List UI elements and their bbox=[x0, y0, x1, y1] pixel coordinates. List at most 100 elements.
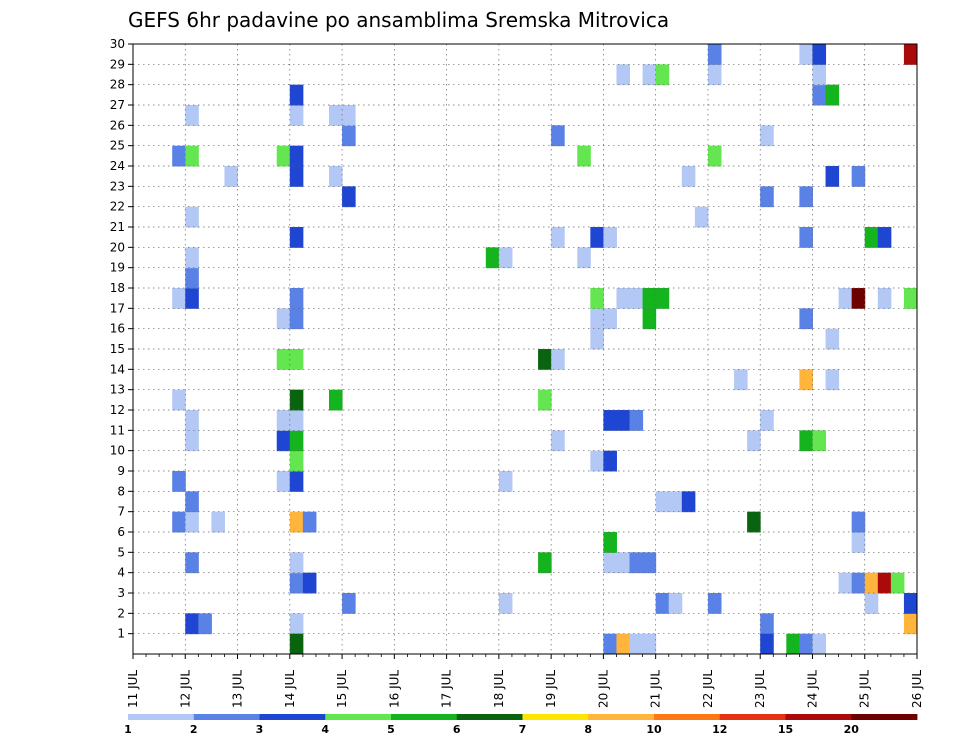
heatmap-cell bbox=[838, 572, 853, 594]
heatmap-cell bbox=[185, 552, 199, 574]
heatmap-cell bbox=[694, 206, 709, 228]
heatmap-cell bbox=[172, 471, 186, 492]
heatmap-cell bbox=[342, 186, 356, 208]
y-tick-label: 27 bbox=[110, 98, 125, 112]
heatmap-cell bbox=[668, 593, 683, 614]
heatmap-cell bbox=[577, 247, 591, 269]
heatmap-cell bbox=[760, 186, 774, 208]
y-tick-label: 11 bbox=[110, 423, 125, 437]
heatmap-cell bbox=[172, 389, 186, 411]
y-tick-label: 10 bbox=[110, 444, 125, 458]
heatmap-cell bbox=[289, 227, 304, 248]
colorbar-swatch bbox=[851, 714, 918, 720]
colorbar-swatch bbox=[588, 714, 655, 720]
colorbar-label: 12 bbox=[712, 723, 727, 736]
colorbar-label: 20 bbox=[844, 723, 860, 736]
colorbar: 1 2 3 4 5 6 7 8 10 12 15 20 bbox=[124, 714, 918, 736]
heatmap-cell bbox=[538, 389, 552, 411]
heatmap-cell bbox=[289, 450, 304, 472]
y-tick-label: 22 bbox=[110, 200, 125, 214]
heatmap-cell bbox=[198, 613, 212, 635]
heatmap-cell bbox=[629, 410, 644, 431]
heatmap-cell bbox=[289, 288, 304, 309]
x-tick-label: 14 JUL bbox=[283, 670, 297, 708]
heatmap-cell bbox=[760, 633, 774, 655]
heatmap-cell bbox=[329, 105, 343, 126]
x-axis: 11 JUL 12 JUL 13 JUL 14 JUL 15 JUL 16 JUL 17 J… bbox=[126, 654, 924, 708]
heatmap-cell bbox=[642, 308, 657, 330]
colorbar-swatch bbox=[193, 714, 260, 720]
x-tick-label: 22 JUL bbox=[701, 670, 715, 708]
heatmap-cell bbox=[603, 532, 617, 553]
y-tick-label: 14 bbox=[110, 362, 125, 376]
heatmap-cell bbox=[877, 572, 892, 594]
heatmap-cell bbox=[851, 288, 866, 309]
heatmap-cell bbox=[289, 552, 304, 574]
heatmap-cell bbox=[302, 572, 317, 594]
heatmap-cell bbox=[629, 288, 644, 309]
heatmap-cell bbox=[812, 430, 827, 452]
colorbar-swatch bbox=[325, 714, 392, 720]
chart-title: GEFS 6hr padavine po ansamblima Sremska … bbox=[128, 8, 669, 32]
colorbar-swatch bbox=[522, 714, 589, 720]
y-tick-label: 17 bbox=[110, 301, 125, 315]
heatmap-cell bbox=[707, 593, 722, 614]
heatmap-cell bbox=[498, 471, 513, 492]
heatmap-cell bbox=[760, 125, 774, 147]
heatmap-cell bbox=[289, 633, 304, 655]
heatmap-cell bbox=[551, 349, 565, 370]
heatmap-cell bbox=[851, 511, 866, 533]
heatmap-cell bbox=[655, 593, 670, 614]
heatmap-cell bbox=[276, 471, 291, 492]
heatmap-cell bbox=[590, 450, 604, 472]
heatmap-cell bbox=[616, 410, 631, 431]
colorbar-label: 6 bbox=[453, 723, 461, 736]
y-tick-label: 23 bbox=[110, 179, 125, 193]
heatmap-cell bbox=[289, 349, 304, 370]
y-tick-label: 3 bbox=[117, 586, 125, 600]
x-tick-label: 17 JUL bbox=[440, 670, 454, 708]
x-tick-label: 11 JUL bbox=[126, 670, 140, 708]
heatmap-cell bbox=[276, 410, 291, 431]
heatmap-cell bbox=[185, 410, 199, 431]
y-tick-label: 24 bbox=[110, 159, 125, 173]
heatmap-cell bbox=[642, 633, 657, 655]
heatmap-cell bbox=[172, 288, 186, 309]
heatmap-cell bbox=[655, 64, 670, 86]
heatmap-cell bbox=[498, 247, 513, 269]
heatmap-cell bbox=[707, 145, 722, 167]
heatmap-cell bbox=[642, 288, 657, 309]
colorbar-swatch bbox=[719, 714, 786, 720]
y-tick-label: 18 bbox=[110, 281, 125, 295]
heatmap-cell bbox=[799, 308, 813, 330]
heatmap-cell bbox=[276, 145, 291, 167]
heatmap-cell bbox=[890, 572, 905, 594]
heatmap-cell bbox=[642, 552, 657, 574]
colorbar-swatch bbox=[654, 714, 721, 720]
heatmap-cell bbox=[276, 349, 291, 370]
heatmap-cell bbox=[289, 613, 304, 635]
y-tick-label: 1 bbox=[117, 627, 125, 641]
heatmap-cell bbox=[329, 166, 343, 187]
y-tick-label: 6 bbox=[117, 525, 125, 539]
heatmap-cell bbox=[211, 511, 225, 533]
heatmap-cell bbox=[616, 288, 631, 309]
x-tick-label: 13 JUL bbox=[231, 670, 245, 708]
y-tick-label: 28 bbox=[110, 78, 125, 92]
heatmap-cell bbox=[577, 145, 591, 167]
heatmap-cell bbox=[838, 288, 853, 309]
heatmap-cell bbox=[747, 511, 761, 533]
heatmap-cell bbox=[276, 430, 291, 452]
heatmap-cell bbox=[903, 593, 918, 614]
heatmap-cell bbox=[851, 166, 866, 187]
heatmap-cell bbox=[760, 410, 774, 431]
heatmap-cell bbox=[289, 430, 304, 452]
colorbar-label: 8 bbox=[584, 723, 592, 736]
heatmap-cell bbox=[812, 64, 827, 86]
colorbar-label: 1 bbox=[124, 723, 132, 736]
heatmap-cell bbox=[289, 308, 304, 330]
heatmap-cell bbox=[877, 288, 892, 309]
y-tick-label: 7 bbox=[117, 505, 125, 519]
y-tick-label: 20 bbox=[110, 240, 125, 254]
y-tick-label: 16 bbox=[110, 322, 125, 336]
